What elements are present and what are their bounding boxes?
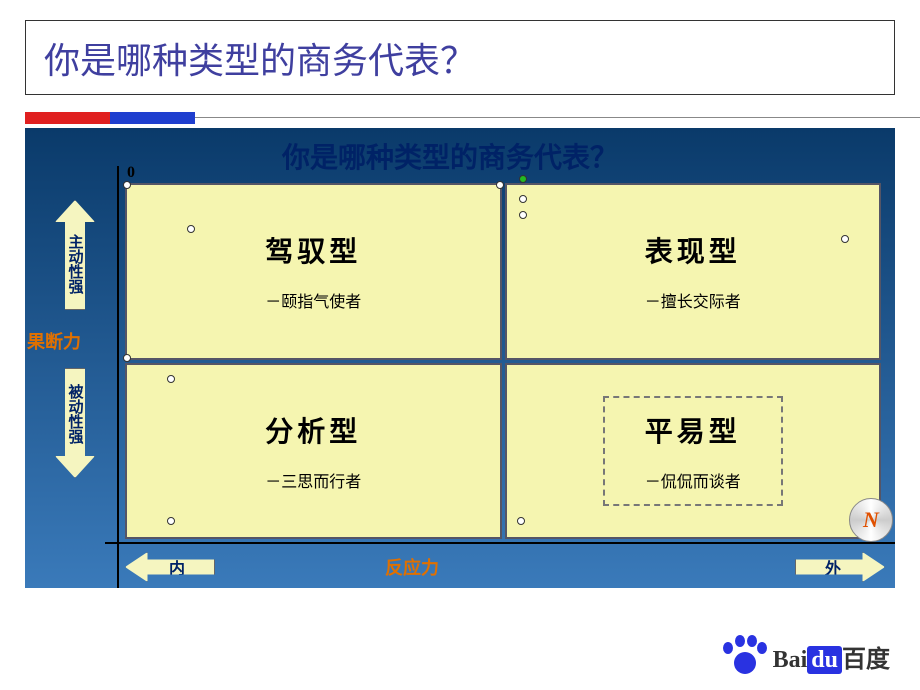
resize-handle[interactable]: [496, 181, 504, 189]
quadrant-grid: 驾驭型 －颐指气使者 表现型 －擅长交际者 分析型 －三思而行者 平易型 －侃侃…: [125, 183, 881, 539]
quadrant-bottom-right: 平易型 －侃侃而谈者: [505, 363, 882, 540]
arrow-down-label: 被动性强: [65, 384, 86, 444]
corner-badge-icon: N: [849, 498, 893, 542]
quad-title: 表现型: [645, 230, 741, 270]
y-axis-label: 果断力: [27, 328, 81, 354]
quadrant-chart: 你是哪种类型的商务代表？ 果断力 反应力 0 25 50 25 0 主动性强 被…: [25, 128, 895, 588]
paw-icon: [723, 636, 767, 676]
logo-du: du: [807, 646, 842, 674]
resize-handle[interactable]: [123, 181, 131, 189]
quadrant-top-left: 驾驭型 －颐指气使者: [125, 183, 502, 360]
arrow-left: 内: [125, 552, 215, 582]
rotate-handle[interactable]: [519, 175, 527, 183]
quad-subtitle: －三思而行者: [265, 468, 361, 492]
resize-handle[interactable]: [167, 375, 175, 383]
y-axis-line: [117, 166, 119, 588]
quad-title: 平易型: [645, 410, 741, 450]
arrow-right: 外: [795, 552, 885, 582]
resize-handle[interactable]: [123, 354, 131, 362]
slide-title-box: 你是哪种类型的商务代表？: [25, 20, 895, 95]
dashed-selection-box[interactable]: 平易型 －侃侃而谈者: [603, 396, 783, 506]
arrow-up: 主动性强: [55, 200, 95, 310]
resize-handle[interactable]: [519, 211, 527, 219]
arrow-left-label: 内: [169, 555, 185, 579]
accent-red: [25, 112, 110, 124]
accent-line: [195, 117, 920, 124]
arrow-down: 被动性强: [55, 368, 95, 478]
resize-handle[interactable]: [167, 517, 175, 525]
arrow-right-label: 外: [825, 555, 841, 579]
quadrant-top-right: 表现型 －擅长交际者: [505, 183, 882, 360]
logo-cn: 百度: [842, 647, 890, 673]
chart-title: 你是哪种类型的商务代表？: [25, 136, 875, 176]
quad-title: 分析型: [265, 410, 361, 450]
resize-handle[interactable]: [517, 517, 525, 525]
accent-blue: [110, 112, 195, 124]
resize-handle[interactable]: [841, 235, 849, 243]
resize-handle[interactable]: [187, 225, 195, 233]
accent-bar: [25, 112, 920, 124]
baidu-logo: Baidu百度: [723, 636, 890, 676]
slide-title: 你是哪种类型的商务代表？: [44, 32, 476, 84]
quad-subtitle: －侃侃而谈者: [645, 468, 741, 492]
quad-subtitle: －擅长交际者: [645, 288, 741, 312]
arrow-up-label: 主动性强: [65, 234, 86, 294]
quad-subtitle: －颐指气使者: [265, 288, 361, 312]
logo-text: Baidu百度: [773, 639, 890, 674]
x-axis-label: 反应力: [385, 554, 439, 580]
corner-badge-text: N: [863, 507, 879, 533]
quad-title: 驾驭型: [265, 230, 361, 270]
x-axis-line: [105, 542, 895, 544]
y-tick-top: 0: [127, 164, 135, 182]
quadrant-bottom-left: 分析型 －三思而行者: [125, 363, 502, 540]
logo-bai: Bai: [773, 647, 808, 673]
resize-handle[interactable]: [519, 195, 527, 203]
